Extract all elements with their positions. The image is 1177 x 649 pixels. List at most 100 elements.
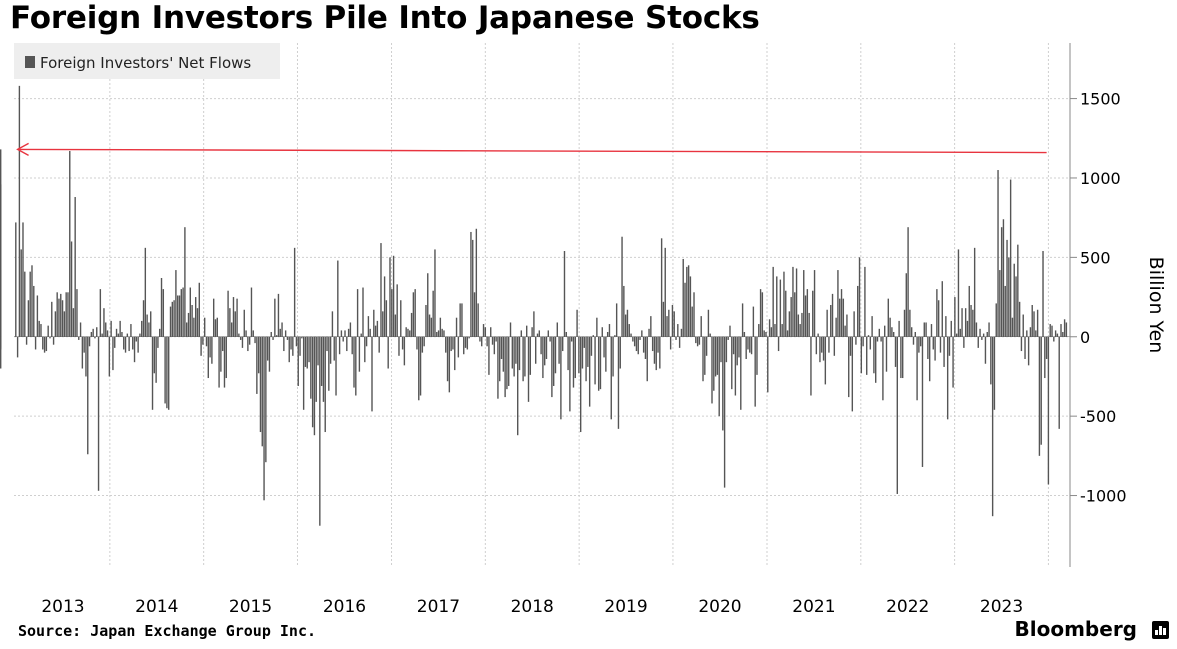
bar bbox=[126, 333, 129, 337]
bar bbox=[198, 282, 200, 337]
bar bbox=[155, 336, 157, 383]
bar bbox=[1015, 276, 1017, 337]
bar bbox=[365, 336, 368, 347]
bar bbox=[651, 336, 654, 352]
bar bbox=[738, 336, 740, 358]
bar bbox=[799, 324, 801, 337]
bar bbox=[110, 320, 112, 337]
bar bbox=[840, 289, 843, 337]
x-tick-label: 2023 bbox=[980, 597, 1023, 617]
bar bbox=[257, 336, 260, 374]
bar bbox=[1051, 325, 1053, 337]
bar bbox=[187, 312, 190, 337]
bar bbox=[0, 149, 2, 337]
bar bbox=[916, 336, 918, 401]
bar bbox=[880, 336, 882, 342]
bar bbox=[248, 336, 251, 345]
bar bbox=[937, 300, 940, 337]
bar bbox=[756, 336, 758, 375]
bar bbox=[837, 270, 839, 337]
bar bbox=[38, 320, 40, 337]
bar bbox=[574, 336, 576, 379]
bar bbox=[614, 335, 616, 337]
bar bbox=[328, 336, 330, 391]
bar bbox=[544, 336, 546, 366]
bar bbox=[698, 336, 701, 345]
bar bbox=[56, 292, 58, 337]
bar bbox=[288, 336, 290, 363]
bar bbox=[1035, 330, 1037, 337]
bar bbox=[556, 322, 558, 337]
bar bbox=[605, 336, 607, 372]
bar bbox=[977, 336, 979, 348]
bar bbox=[644, 336, 647, 359]
bar bbox=[858, 257, 861, 337]
bar bbox=[302, 336, 305, 410]
bar bbox=[1040, 336, 1042, 445]
bar bbox=[885, 336, 888, 372]
bar bbox=[270, 331, 272, 337]
bar bbox=[617, 336, 620, 429]
bar bbox=[151, 336, 154, 410]
bar bbox=[241, 336, 244, 348]
bar bbox=[254, 336, 256, 344]
y-tick-label: -1000 bbox=[1080, 487, 1127, 506]
bar bbox=[340, 330, 343, 337]
bar bbox=[326, 336, 328, 352]
bar bbox=[252, 330, 254, 337]
bar bbox=[545, 336, 548, 359]
bar bbox=[103, 308, 105, 337]
bar bbox=[472, 239, 474, 337]
bar bbox=[47, 325, 49, 337]
bar bbox=[225, 336, 227, 379]
bar bbox=[360, 333, 362, 337]
bar bbox=[767, 336, 769, 393]
bar bbox=[416, 336, 418, 350]
bar bbox=[421, 336, 424, 353]
bar bbox=[423, 336, 425, 347]
bar bbox=[797, 314, 800, 337]
bar bbox=[1027, 336, 1030, 366]
bar bbox=[563, 251, 566, 337]
bar bbox=[434, 249, 436, 337]
x-axis: 2013 2014 2015 2016 2017 2018 2019 2020 2021 2022… bbox=[41, 597, 1023, 617]
bar bbox=[630, 333, 632, 337]
bar bbox=[277, 293, 280, 337]
bar bbox=[193, 317, 195, 337]
bar bbox=[637, 336, 639, 355]
bar bbox=[490, 327, 492, 337]
bar bbox=[768, 319, 771, 337]
bar bbox=[529, 336, 532, 375]
bar bbox=[687, 265, 690, 337]
bar bbox=[430, 317, 433, 337]
bar bbox=[988, 322, 990, 337]
bar bbox=[373, 309, 375, 337]
bar bbox=[0, 336, 2, 369]
bar bbox=[200, 336, 202, 356]
bar bbox=[821, 336, 823, 353]
y-tick-label: 1500 bbox=[1080, 90, 1121, 109]
bar bbox=[864, 266, 866, 337]
bar bbox=[624, 314, 627, 337]
bar bbox=[754, 336, 756, 407]
bar bbox=[734, 336, 737, 396]
bar bbox=[932, 336, 934, 350]
bar bbox=[90, 331, 93, 337]
bar bbox=[912, 336, 915, 345]
bar bbox=[909, 309, 911, 337]
bar bbox=[982, 333, 985, 337]
bar bbox=[923, 322, 925, 337]
annotation-arrowhead bbox=[16, 142, 29, 157]
bar bbox=[436, 331, 438, 337]
bar bbox=[594, 336, 596, 385]
bar bbox=[853, 311, 855, 337]
bar bbox=[207, 336, 209, 379]
bar bbox=[268, 336, 271, 372]
bar bbox=[33, 285, 35, 337]
bar bbox=[441, 328, 443, 337]
bar bbox=[511, 336, 514, 369]
x-tick-label: 2015 bbox=[229, 597, 272, 617]
bar bbox=[407, 328, 409, 337]
bar bbox=[49, 336, 51, 339]
bar bbox=[549, 336, 551, 342]
